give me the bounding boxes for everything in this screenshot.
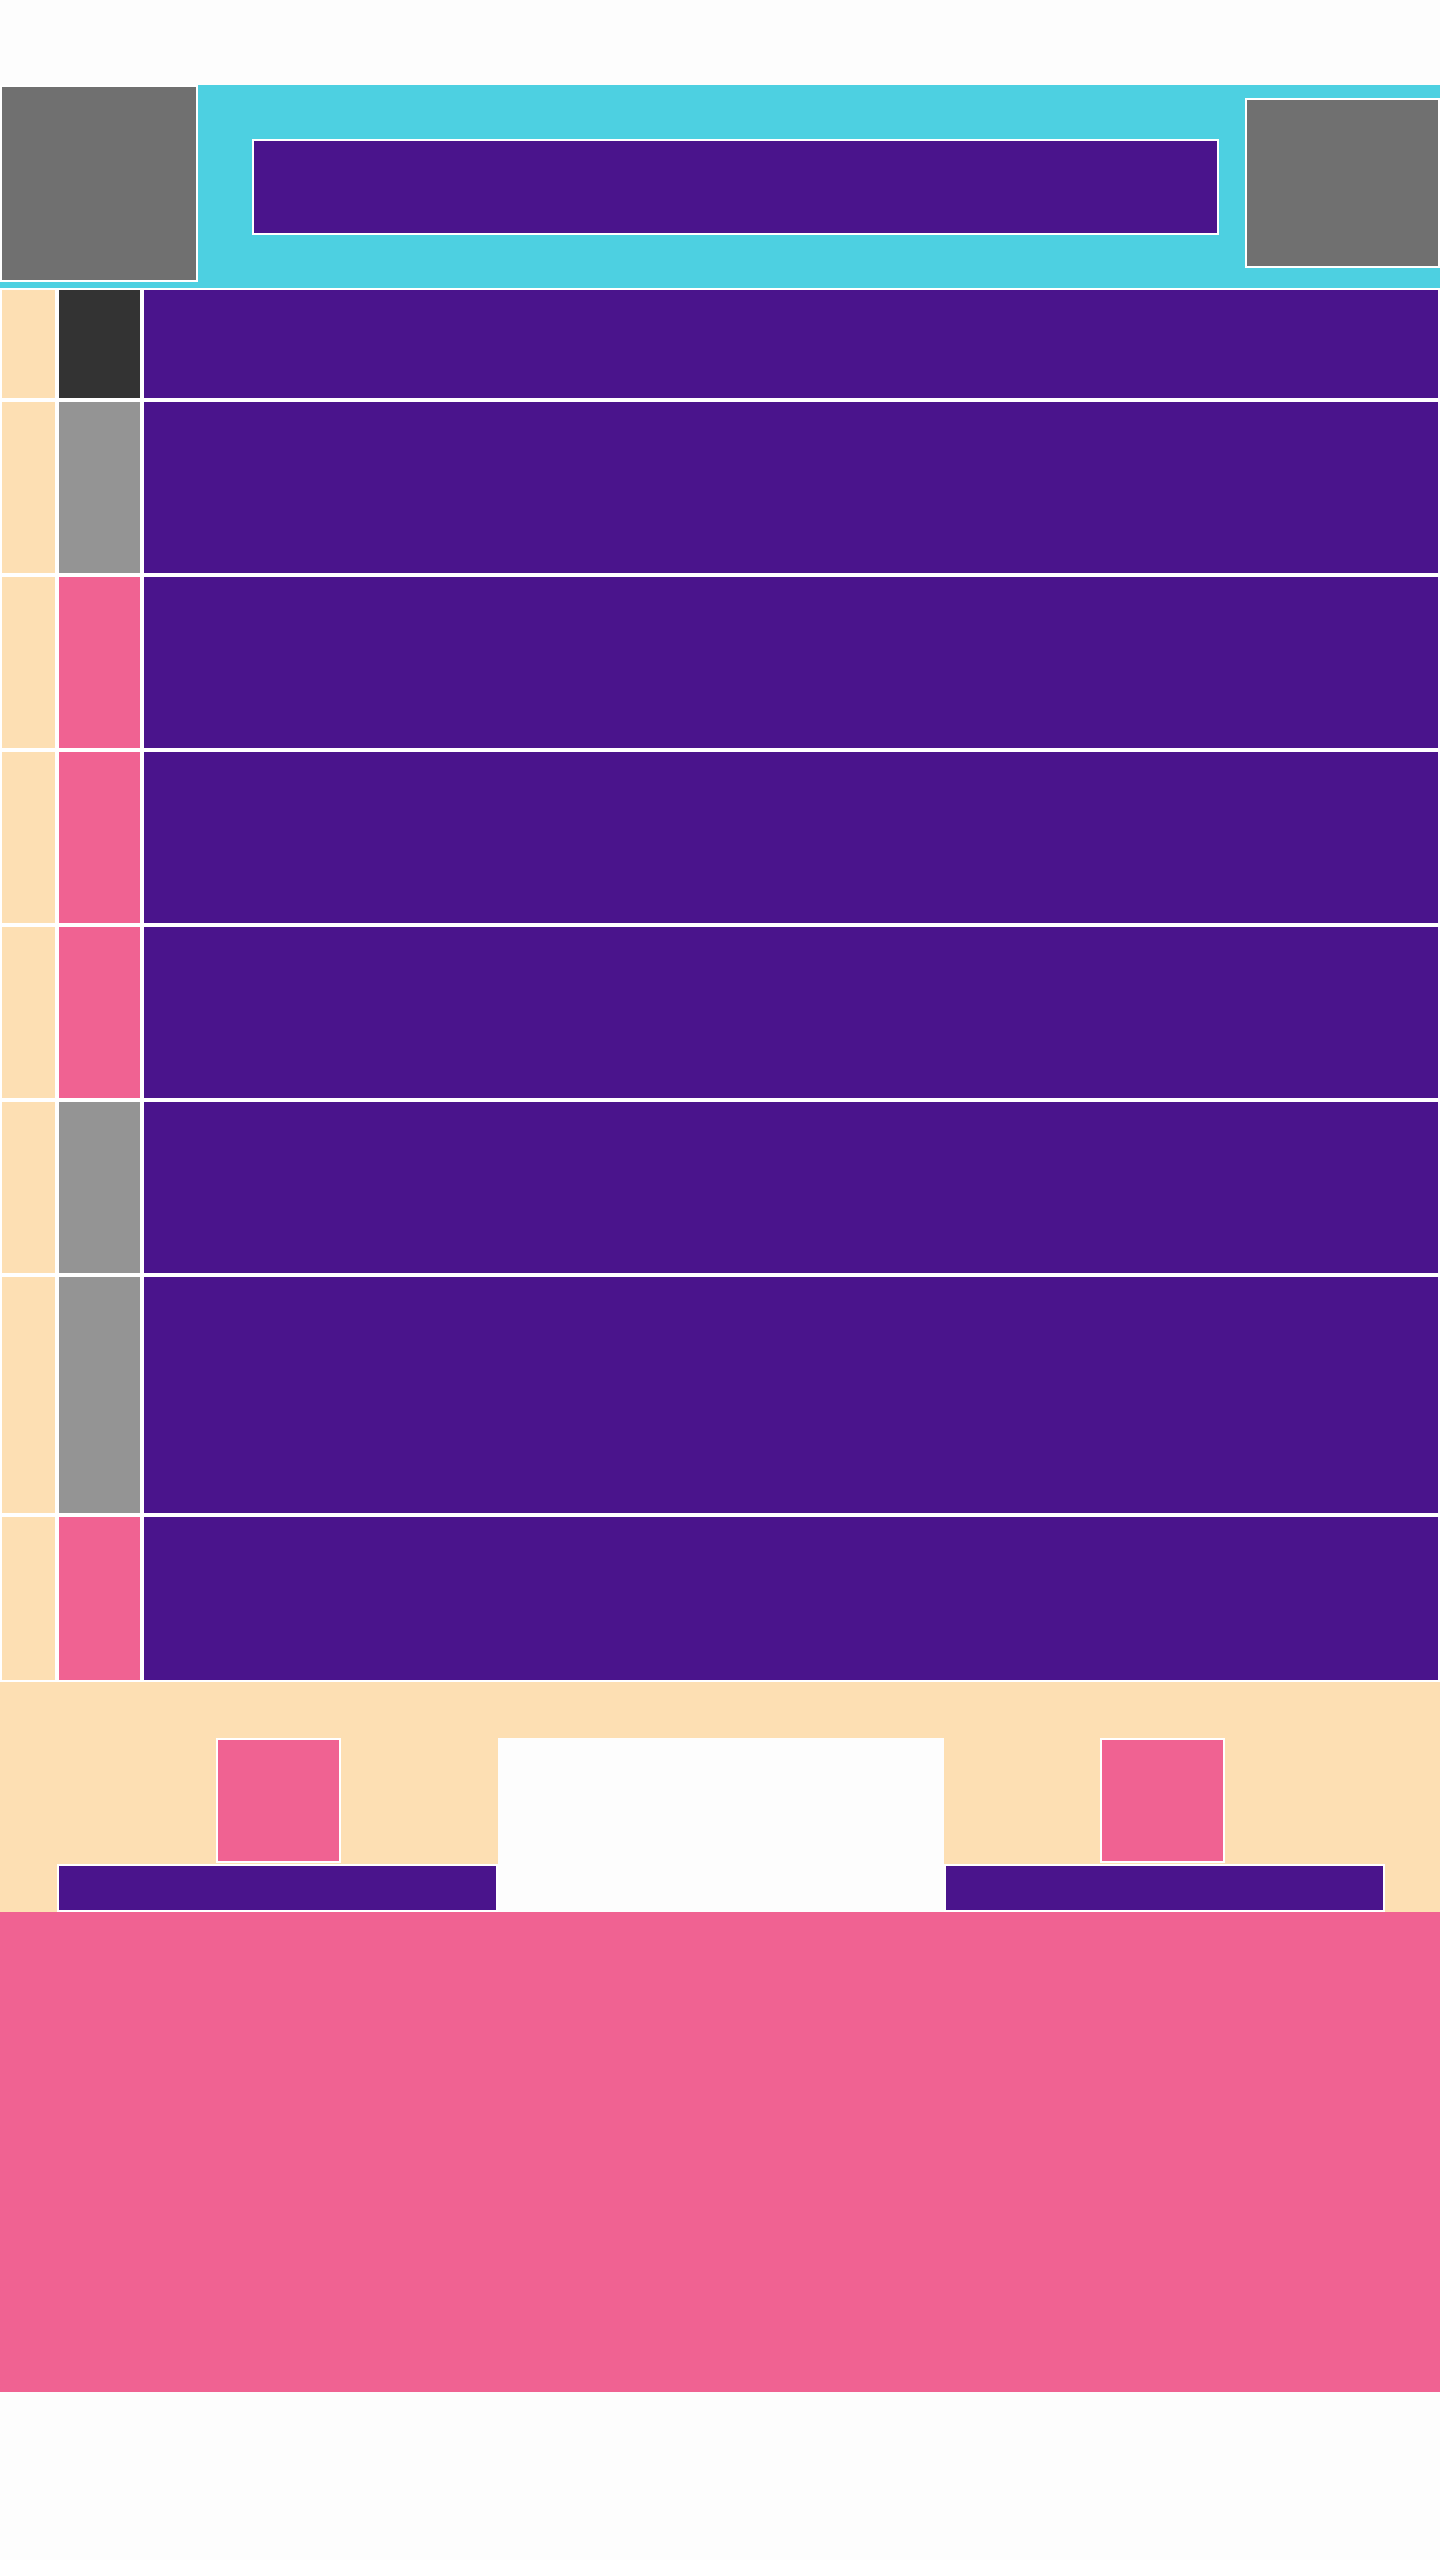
list-item[interactable] [0, 575, 1440, 750]
list-item-marker [57, 925, 142, 1100]
list-item[interactable] [0, 400, 1440, 575]
list-item-marker [57, 750, 142, 925]
nav-right-icon-name: nav-icon [1102, 1753, 1106, 1754]
list-item[interactable] [0, 750, 1440, 925]
content-list [0, 288, 1440, 1682]
list-item-gutter [0, 1100, 57, 1275]
profile-button-label: image-placeholder-icon [1247, 113, 1257, 114]
list-item[interactable] [0, 1515, 1440, 1682]
list-item-marker [57, 288, 142, 400]
list-item-gutter [0, 1515, 57, 1682]
list-item-marker [57, 1515, 142, 1682]
list-item-content[interactable] [142, 750, 1440, 925]
list-item-marker [57, 1275, 142, 1515]
list-item-content[interactable] [142, 1515, 1440, 1682]
list-item-marker [57, 1100, 142, 1275]
list-item-gutter [0, 288, 57, 400]
list-item-content[interactable] [142, 1275, 1440, 1515]
list-item-gutter [0, 925, 57, 1100]
nav-left-icon[interactable]: nav-icon [216, 1738, 341, 1863]
nav-right-label-bar[interactable] [944, 1864, 1385, 1912]
list-item[interactable] [0, 1100, 1440, 1275]
nav-left-icon-name: nav-icon [218, 1753, 222, 1754]
bottom-sheet-panel [0, 1912, 1440, 2392]
list-item-gutter [0, 575, 57, 750]
menu-button[interactable]: image-placeholder-icon [0, 85, 198, 282]
list-item-content[interactable] [142, 575, 1440, 750]
list-item-gutter [0, 400, 57, 575]
list-item-marker [57, 400, 142, 575]
search-field[interactable] [252, 139, 1219, 235]
nav-left-label-bar[interactable] [57, 1864, 498, 1912]
list-item-content[interactable] [142, 925, 1440, 1100]
list-item-content[interactable] [142, 288, 1440, 400]
list-item[interactable] [0, 1275, 1440, 1515]
menu-button-label: image-placeholder-icon [2, 100, 12, 101]
nav-center-action[interactable] [498, 1738, 944, 1912]
list-item-marker [57, 575, 142, 750]
list-item[interactable] [0, 925, 1440, 1100]
list-item[interactable] [0, 288, 1440, 400]
list-item-gutter [0, 1275, 57, 1515]
list-item-gutter [0, 750, 57, 925]
nav-right-icon[interactable]: nav-icon [1100, 1738, 1225, 1863]
list-item-content[interactable] [142, 1100, 1440, 1275]
profile-button[interactable]: image-placeholder-icon [1245, 98, 1440, 268]
list-item-content[interactable] [142, 400, 1440, 575]
